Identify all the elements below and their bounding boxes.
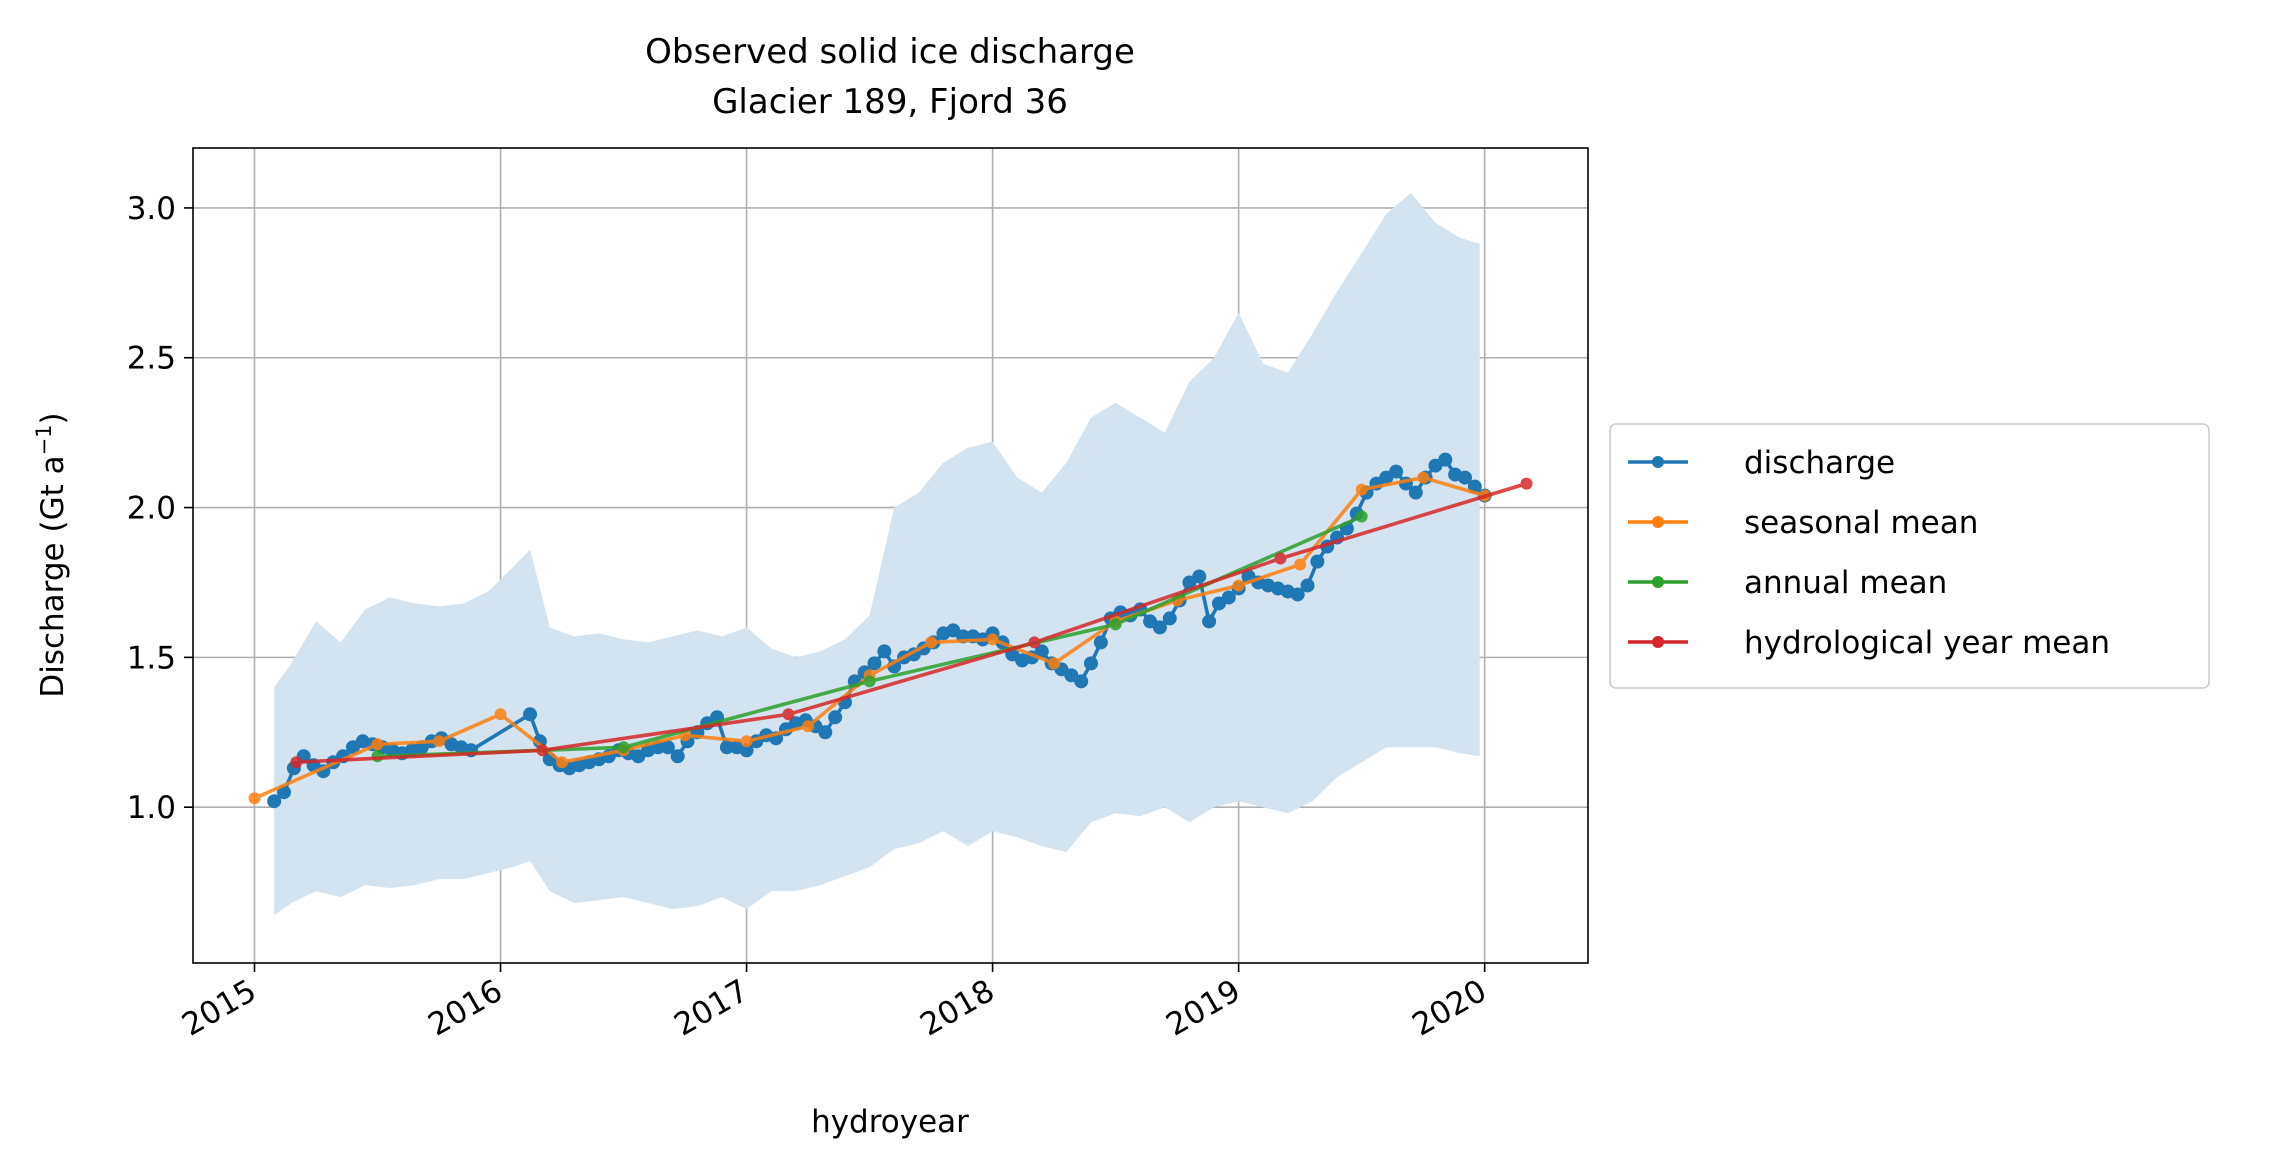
point-seasonal-mean-3 (494, 708, 507, 721)
point-discharge-41 (719, 740, 734, 755)
point-seasonal-mean-7 (740, 735, 753, 748)
point-hydrological-year-mean-0 (290, 756, 303, 769)
legend-marker-seasonal-mean (1652, 516, 1664, 528)
y-axis-label-close: ) (35, 412, 71, 424)
point-discharge-77 (1074, 674, 1089, 689)
point-annual-mean-3 (1109, 618, 1122, 631)
legend-label-seasonal-mean: seasonal mean (1744, 505, 1978, 541)
point-hydrological-year-mean-1 (536, 744, 549, 757)
legend: discharge seasonal mean annual mean hydrolo… (1609, 423, 2210, 689)
point-discharge-57 (877, 644, 892, 659)
legend-label-hydrological-year-mean: hydrological year mean (1744, 625, 2110, 661)
y-tick-label-1: 1.5 (127, 640, 176, 676)
point-discharge-90 (1202, 614, 1217, 629)
point-seasonal-mean-10 (925, 636, 938, 649)
legend-frame (1609, 423, 2210, 689)
point-seasonal-mean-15 (1232, 579, 1245, 592)
point-discharge-114 (1438, 452, 1453, 467)
point-discharge-35 (660, 740, 675, 755)
x-axis-label: hydroyear (811, 1104, 969, 1140)
point-seasonal-mean-8 (802, 720, 815, 733)
point-seasonal-mean-1 (371, 738, 384, 751)
point-discharge-116 (1457, 470, 1472, 485)
point-hydrological-year-mean-3 (1028, 636, 1041, 649)
point-discharge-78 (1084, 656, 1099, 671)
y-axis-label-superscript: −1 (32, 424, 56, 455)
point-seasonal-mean-17 (1355, 483, 1368, 496)
point-discharge-51 (818, 725, 833, 740)
point-discharge-85 (1152, 620, 1167, 635)
chart-title-line2: Glacier 189, Fjord 36 (712, 82, 1068, 122)
uncertainty-band-area (274, 192, 1480, 916)
point-discharge-109 (1389, 464, 1404, 479)
point-annual-mean-4 (1355, 510, 1368, 523)
y-axis-label: Discharge (Gt a−1) (32, 412, 71, 697)
series-line-hydrological-year-mean (296, 481, 1528, 764)
point-discharge-100 (1300, 578, 1315, 593)
point-seasonal-mean-12 (1048, 657, 1061, 670)
point-discharge-52 (828, 710, 843, 725)
point-discharge-0 (267, 794, 282, 809)
point-annual-mean-0 (371, 750, 384, 763)
point-discharge-36 (670, 749, 685, 764)
uncertainty-band (274, 192, 1480, 916)
plot-area-frame (192, 147, 1589, 964)
y-tick-label-2: 2.0 (127, 491, 176, 527)
point-seasonal-mean-11 (986, 633, 999, 646)
point-discharge-99 (1290, 587, 1305, 602)
series-hydrological-year-mean (290, 477, 1533, 769)
point-seasonal-mean-0 (248, 792, 261, 805)
point-hydrological-year-mean-5 (1520, 477, 1533, 490)
legend-marker-hydrological-year-mean (1652, 636, 1664, 648)
point-discharge-101 (1310, 554, 1325, 569)
point-discharge-21 (523, 707, 538, 722)
point-discharge-79 (1093, 635, 1108, 650)
point-discharge-89 (1192, 569, 1207, 584)
series-line-seasonal-mean (253, 475, 1486, 800)
data-series (248, 452, 1533, 809)
point-discharge-86 (1162, 611, 1177, 626)
point-seasonal-mean-18 (1417, 471, 1430, 484)
y-tick-label-0: 1.0 (127, 790, 176, 826)
point-annual-mean-1 (617, 741, 630, 754)
point-seasonal-mean-2 (433, 735, 446, 748)
chart-title-line1: Observed solid ice discharge (645, 32, 1135, 72)
legend-label-annual-mean: annual mean (1744, 565, 1947, 601)
point-seasonal-mean-4 (556, 756, 569, 769)
y-axis-ticks: 1.0 1.5 2.0 2.5 3.0 (127, 191, 193, 826)
legend-marker-annual-mean (1652, 576, 1664, 588)
legend-label-discharge: discharge (1744, 445, 1895, 481)
point-discharge-111 (1408, 485, 1423, 500)
point-discharge-43 (739, 743, 754, 758)
point-discharge-73 (1034, 644, 1049, 659)
point-seasonal-mean-16 (1294, 558, 1307, 571)
y-tick-label-4: 3.0 (127, 191, 176, 227)
legend-marker-discharge (1652, 456, 1664, 468)
point-discharge-56 (867, 656, 882, 671)
point-hydrological-year-mean-4 (1274, 552, 1287, 565)
point-discharge-92 (1221, 590, 1236, 605)
y-tick-label-3: 2.5 (127, 341, 176, 377)
y-axis-label-main: Discharge (Gt a (35, 455, 71, 697)
point-hydrological-year-mean-2 (782, 708, 795, 721)
point-annual-mean-2 (863, 675, 876, 688)
